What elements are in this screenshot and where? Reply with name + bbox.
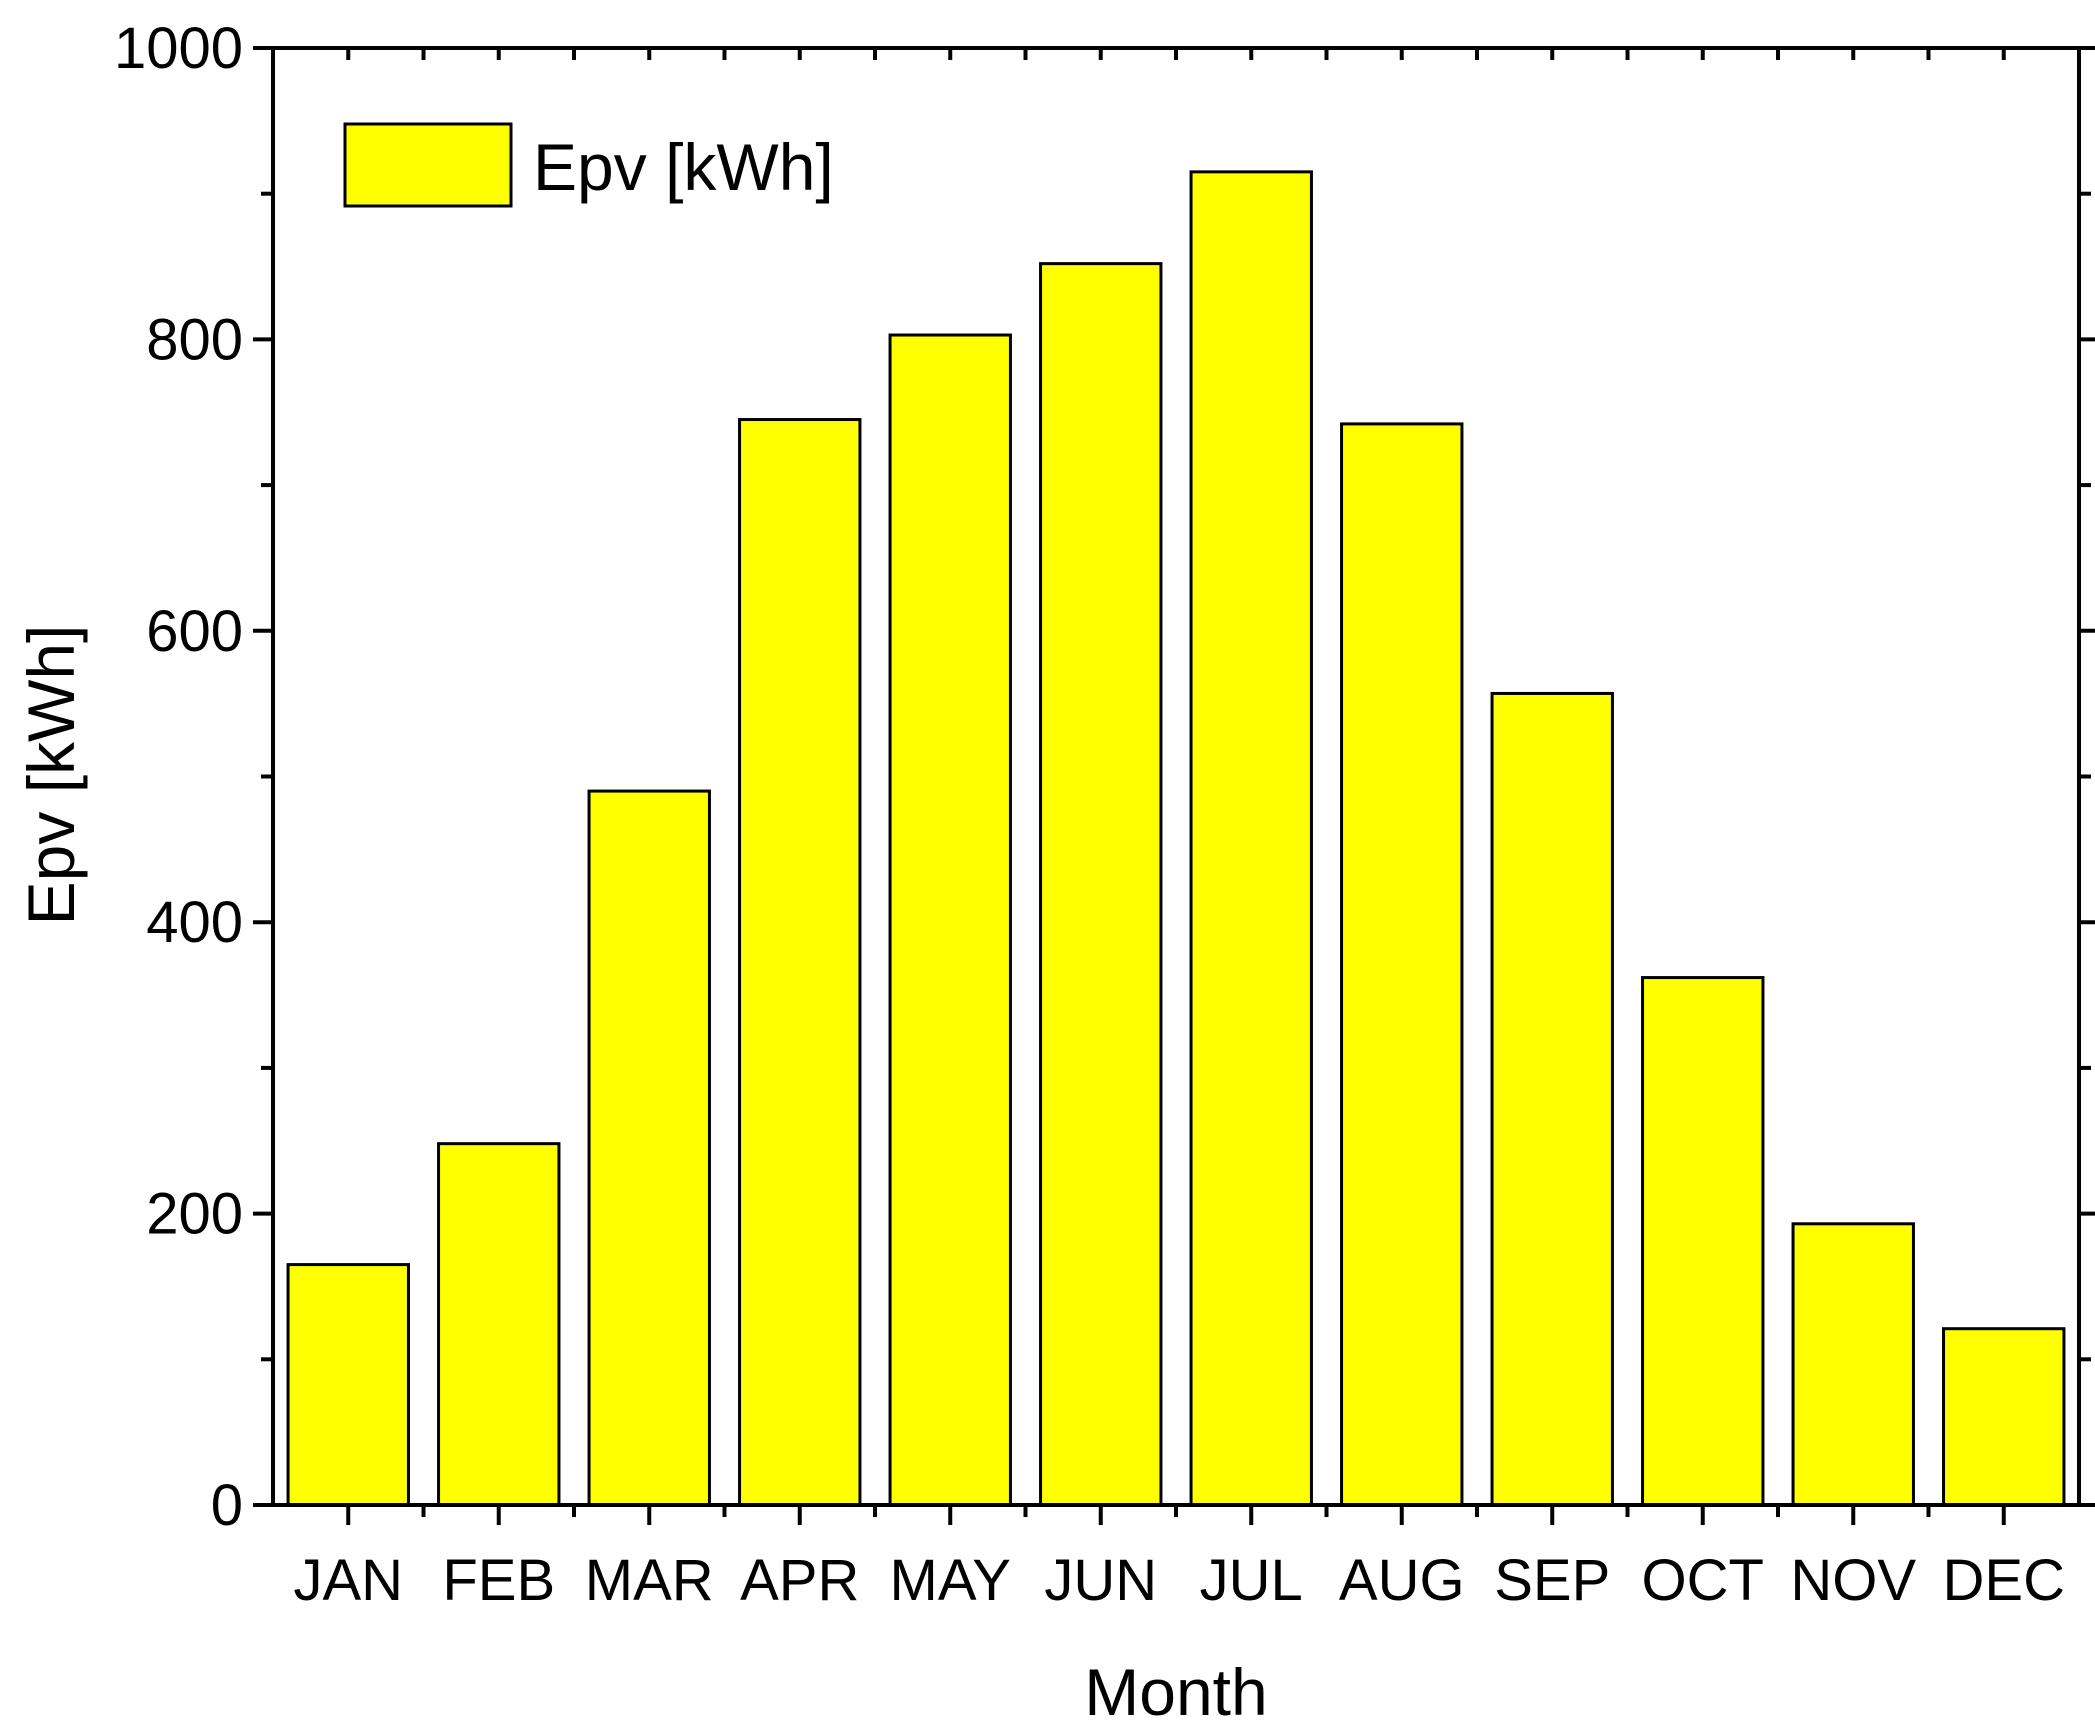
x-tick-label-jul: JUL (1200, 1548, 1303, 1613)
legend-swatch (343, 122, 513, 208)
x-tick-label-jan: JAN (293, 1548, 403, 1613)
x-axis-title: Month (1084, 1655, 1267, 1729)
bar-feb (437, 1142, 561, 1507)
x-tick-label-sep: SEP (1494, 1548, 1610, 1613)
bar-aug (1340, 422, 1464, 1507)
legend-label: Epv [kWh] (533, 130, 834, 204)
y-axis-ticks: 0 200 400 600 800 1000 (114, 16, 2095, 1538)
y-tick-label: 400 (146, 890, 243, 955)
bar-dec (1942, 1327, 2066, 1507)
x-tick-label-jun: JUN (1044, 1548, 1157, 1613)
y-tick-label: 1000 (114, 16, 243, 81)
bar-jan (286, 1263, 410, 1507)
bar-jul (1189, 170, 1313, 1507)
bar-jun (1039, 262, 1163, 1507)
x-tick-label-dec: DEC (1943, 1548, 2065, 1613)
x-axis-ticks: JAN FEB MAR APR MAY JUN JUL AUG SEP OCT NOV DEC (293, 48, 2065, 1613)
x-tick-label-nov: NOV (1790, 1548, 1916, 1613)
x-tick-label-mar: MAR (585, 1548, 714, 1613)
x-tick-label-feb: FEB (442, 1548, 555, 1613)
y-tick-label: 200 (146, 1182, 243, 1247)
bars-group (286, 170, 2066, 1507)
x-tick-label-apr: APR (740, 1548, 859, 1613)
bar-oct (1641, 976, 1765, 1507)
bar-mar (587, 789, 711, 1507)
x-tick-label-may: MAY (890, 1548, 1011, 1613)
y-tick-label: 600 (146, 599, 243, 664)
bar-sep (1490, 691, 1614, 1507)
x-tick-label-oct: OCT (1642, 1548, 1764, 1613)
y-tick-label: 800 (146, 307, 243, 372)
y-tick-label: 0 (211, 1473, 243, 1538)
bar-apr (738, 418, 862, 1507)
legend: Epv [kWh] (343, 122, 834, 208)
x-tick-label-aug: AUG (1339, 1548, 1465, 1613)
y-axis-title: Epv [kWh] (14, 625, 88, 926)
bar-nov (1791, 1222, 1915, 1507)
bar-may (888, 333, 1012, 1507)
